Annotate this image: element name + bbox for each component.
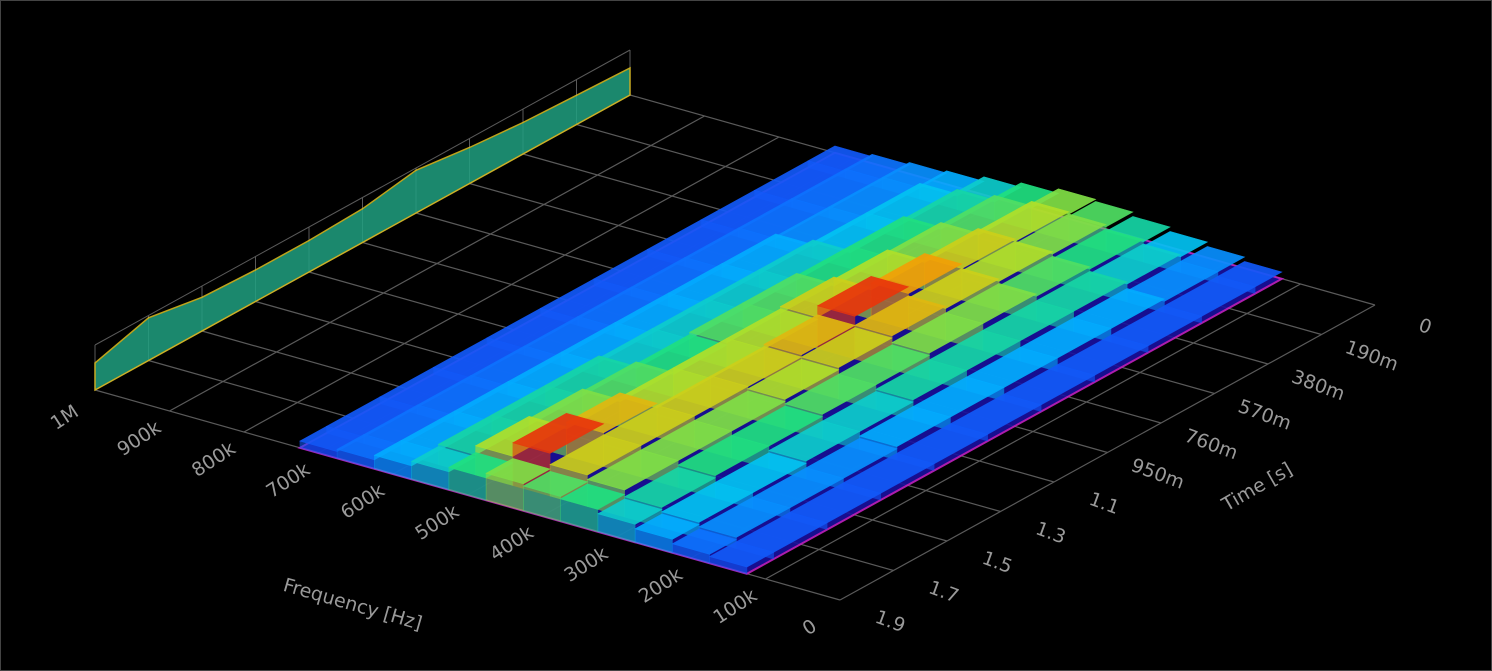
surface-cell: [597, 498, 663, 525]
surface: [94, 66, 1283, 575]
surface-cell: [698, 496, 791, 538]
surface-cell: [747, 358, 840, 400]
surface-cell: [671, 528, 738, 555]
wall-edge: [94, 49, 631, 346]
surface-cell: [763, 314, 856, 356]
surface-cell: [485, 458, 551, 485]
surface-cell: [858, 406, 952, 447]
surface-cell: [661, 481, 754, 523]
surface-cell: [768, 420, 861, 462]
surface-cell: [559, 483, 626, 510]
surface-cell: [623, 466, 717, 508]
surface-cell: [875, 359, 968, 401]
surface-cell: [522, 470, 589, 497]
surface-cell: [784, 373, 877, 415]
surface-cell: [708, 541, 775, 568]
wall-projection: [94, 66, 631, 392]
surface-cell: [677, 435, 770, 476]
surface-cell: [549, 434, 642, 476]
surface-cell: [586, 449, 679, 491]
surface-cell: [512, 412, 605, 454]
surface-cell: [816, 275, 910, 317]
surface-cell: [891, 312, 984, 354]
surface-cell: [634, 513, 700, 540]
